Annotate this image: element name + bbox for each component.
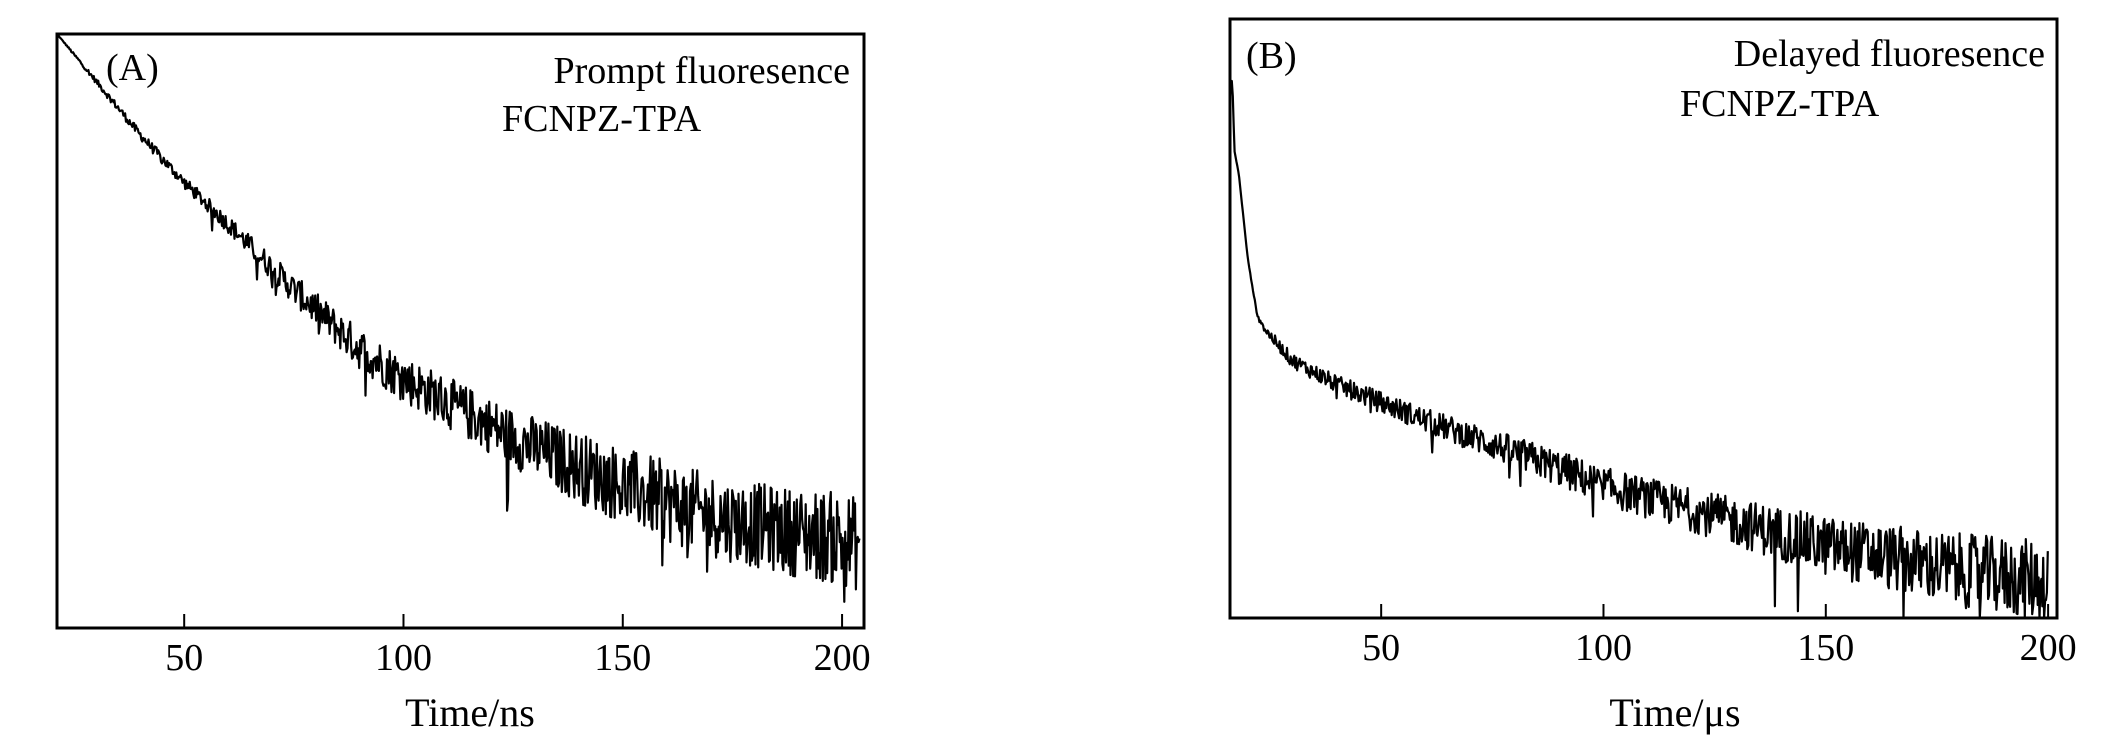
panel-label-b: (B) bbox=[1246, 35, 1297, 77]
annotation-a-line2: FCNPZ-TPA bbox=[502, 98, 702, 140]
panel-a: 50 100 150 200 (A) Prompt fluoresence FCNPZ… bbox=[55, 32, 871, 735]
x-tick-label: 200 bbox=[2020, 627, 2077, 669]
annotation-a-line1: Prompt fluoresence bbox=[553, 50, 850, 92]
x-tick-label: 100 bbox=[375, 637, 432, 679]
plot-frame-b bbox=[1228, 17, 2059, 620]
plot-frame-a bbox=[55, 32, 866, 630]
x-tick-label: 200 bbox=[814, 637, 871, 679]
x-ticks-b: 50 100 150 200 bbox=[1362, 604, 2077, 669]
x-tick-label: 150 bbox=[594, 637, 651, 679]
x-tick-label: 50 bbox=[165, 637, 203, 679]
annotation-b-line1: Delayed fluoresence bbox=[1734, 33, 2045, 75]
x-axis-title-b: Time/μs bbox=[1609, 690, 1740, 735]
panel-label-a: (A) bbox=[106, 47, 159, 89]
x-tick-label: 50 bbox=[1362, 627, 1400, 669]
panel-b: 50 100 150 200 (B) Delayed fluoresence FCNP… bbox=[1228, 17, 2077, 735]
decay-curve-b bbox=[1228, 79, 2049, 620]
x-ticks-a: 50 100 150 200 bbox=[165, 614, 871, 679]
decay-curve-a bbox=[56, 33, 861, 603]
x-tick-label: 150 bbox=[1797, 627, 1854, 669]
x-axis-title-a: Time/ns bbox=[405, 690, 535, 735]
annotation-b-line2: FCNPZ-TPA bbox=[1680, 83, 1880, 125]
x-tick-label: 100 bbox=[1575, 627, 1632, 669]
